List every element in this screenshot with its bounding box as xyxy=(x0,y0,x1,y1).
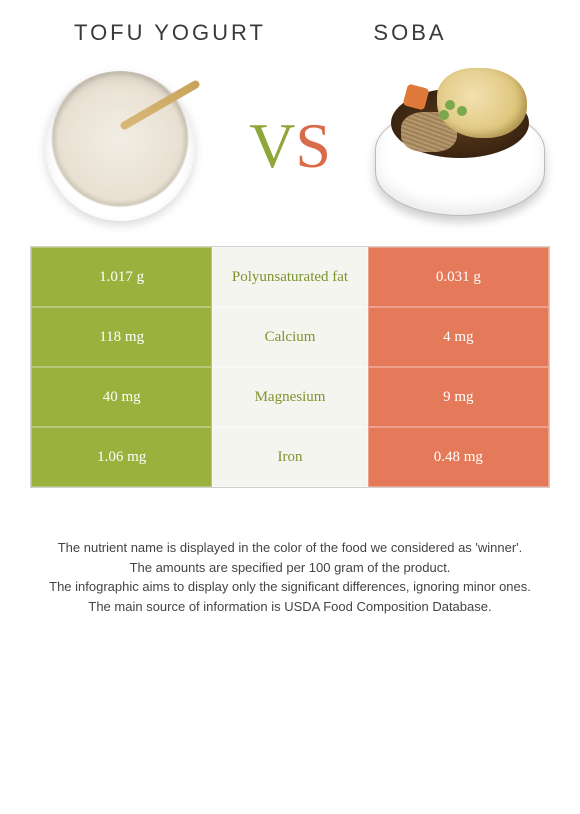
cell-right-value: 4 mg xyxy=(368,307,549,367)
cell-left-value: 1.06 mg xyxy=(31,427,212,487)
food-image-left xyxy=(30,66,210,226)
images-row: VS xyxy=(0,56,580,246)
vs-s: S xyxy=(295,110,331,181)
cell-nutrient-name: Magnesium xyxy=(212,367,367,427)
comparison-table: 1.017 gPolyunsaturated fat0.031 g118 mgC… xyxy=(30,246,550,488)
cell-right-value: 9 mg xyxy=(368,367,549,427)
yogurt-bowl-icon xyxy=(45,71,195,221)
cell-left-value: 1.017 g xyxy=(31,247,212,307)
footnote-line: The main source of information is USDA F… xyxy=(30,597,550,617)
spoon-icon xyxy=(119,79,201,131)
cell-nutrient-name: Polyunsaturated fat xyxy=(212,247,367,307)
cell-nutrient-name: Calcium xyxy=(212,307,367,367)
cell-nutrient-name: Iron xyxy=(212,427,367,487)
food-image-right xyxy=(370,66,550,226)
vs-label: VS xyxy=(249,109,331,183)
footnote-line: The amounts are specified per 100 gram o… xyxy=(30,558,550,578)
table-row: 40 mgMagnesium9 mg xyxy=(31,367,549,427)
footnotes: The nutrient name is displayed in the co… xyxy=(30,538,550,616)
title-left: Tofu yogurt xyxy=(50,20,290,46)
vs-v: V xyxy=(249,110,295,181)
footnote-line: The infographic aims to display only the… xyxy=(30,577,550,597)
header: Tofu yogurt Soba xyxy=(0,0,580,56)
footnote-line: The nutrient name is displayed in the co… xyxy=(30,538,550,558)
cell-right-value: 0.031 g xyxy=(368,247,549,307)
cell-right-value: 0.48 mg xyxy=(368,427,549,487)
table-row: 118 mgCalcium4 mg xyxy=(31,307,549,367)
soba-bowl-icon xyxy=(375,76,545,216)
cell-left-value: 118 mg xyxy=(31,307,212,367)
cell-left-value: 40 mg xyxy=(31,367,212,427)
table-row: 1.017 gPolyunsaturated fat0.031 g xyxy=(31,247,549,307)
title-right: Soba xyxy=(290,20,530,46)
table-row: 1.06 mgIron0.48 mg xyxy=(31,427,549,487)
